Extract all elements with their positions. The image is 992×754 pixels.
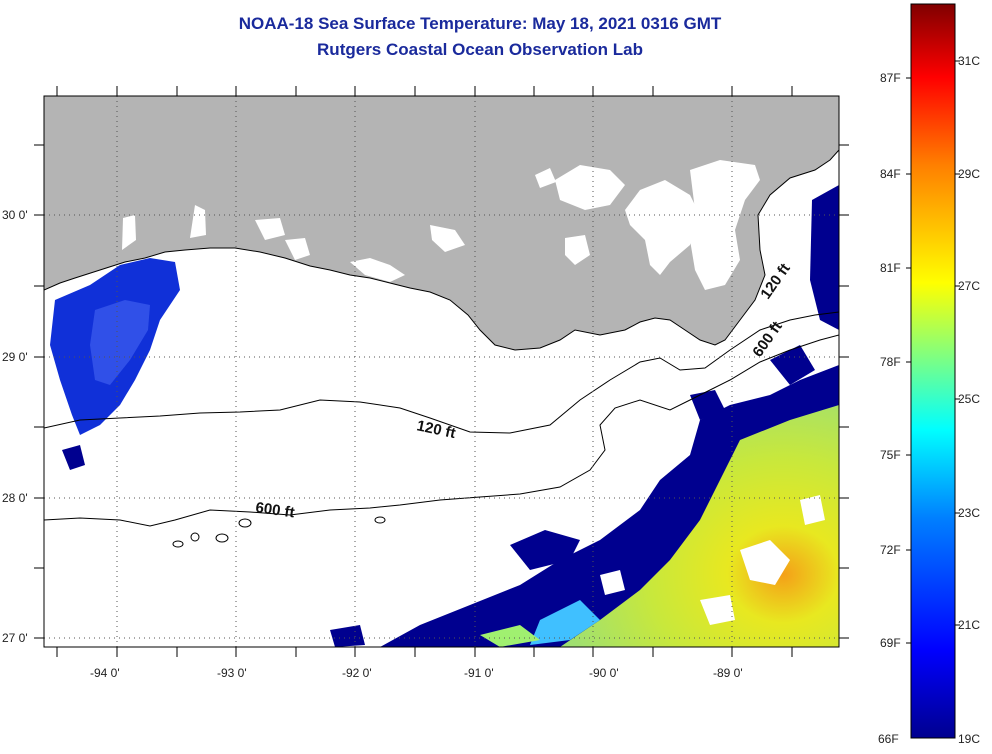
longitude-label: -89 0' (713, 666, 743, 680)
cloud-over-land (122, 160, 760, 290)
latitude-label: 30 0' (2, 208, 28, 222)
colorbar-fahrenheit-label: 87F (880, 71, 901, 85)
longitude-label: -92 0' (342, 666, 372, 680)
contour-islands (172, 516, 386, 548)
land-area (44, 96, 839, 350)
map-subtitle: Rutgers Coastal Ocean Observation Lab (317, 40, 643, 59)
colorbar-celsius-label: 31C (958, 54, 980, 68)
sst-cold-west (50, 258, 180, 470)
colorbar-celsius-label: 29C (958, 167, 980, 181)
colorbar-celsius-label: 23C (958, 506, 980, 520)
sst-warm-southeast (330, 185, 839, 647)
contour-label: 600 ft (254, 499, 295, 521)
colorbar-fahrenheit-label: 66F (878, 732, 899, 746)
colorbar-fahrenheit-label: 72F (880, 543, 901, 557)
longitude-label: -94 0' (90, 666, 120, 680)
latitude-label: 28 0' (2, 491, 28, 505)
colorbar-celsius-label: 19C (958, 732, 980, 746)
longitude-label: -91 0' (464, 666, 494, 680)
colorbar-fahrenheit-label: 78F (880, 355, 901, 369)
latitude-label: 27 0' (2, 631, 28, 645)
longitude-label: -93 0' (217, 666, 247, 680)
tick-marks (34, 86, 849, 657)
longitude-label: -90 0' (589, 666, 619, 680)
contour-120ft (44, 311, 839, 434)
colorbar-fahrenheit-label: 81F (880, 261, 901, 275)
cloud-over-ocean (600, 495, 825, 625)
map-frame (43, 95, 840, 648)
colorbar (910, 3, 956, 739)
contour-600ft (44, 334, 839, 527)
latitude-label: 29 0' (2, 350, 28, 364)
colorbar-celsius-label: 25C (958, 392, 980, 406)
graticule (44, 96, 839, 647)
colorbar-fahrenheit-label: 84F (880, 167, 901, 181)
coastline (44, 149, 839, 351)
colorbar-fahrenheit-label: 69F (880, 636, 901, 650)
colorbar-ticks (906, 60, 960, 644)
colorbar-fahrenheit-label: 75F (880, 448, 901, 462)
map-title: NOAA-18 Sea Surface Temperature: May 18,… (238, 14, 722, 33)
colorbar-celsius-label: 27C (958, 279, 980, 293)
colorbar-celsius-label: 21C (958, 618, 980, 632)
